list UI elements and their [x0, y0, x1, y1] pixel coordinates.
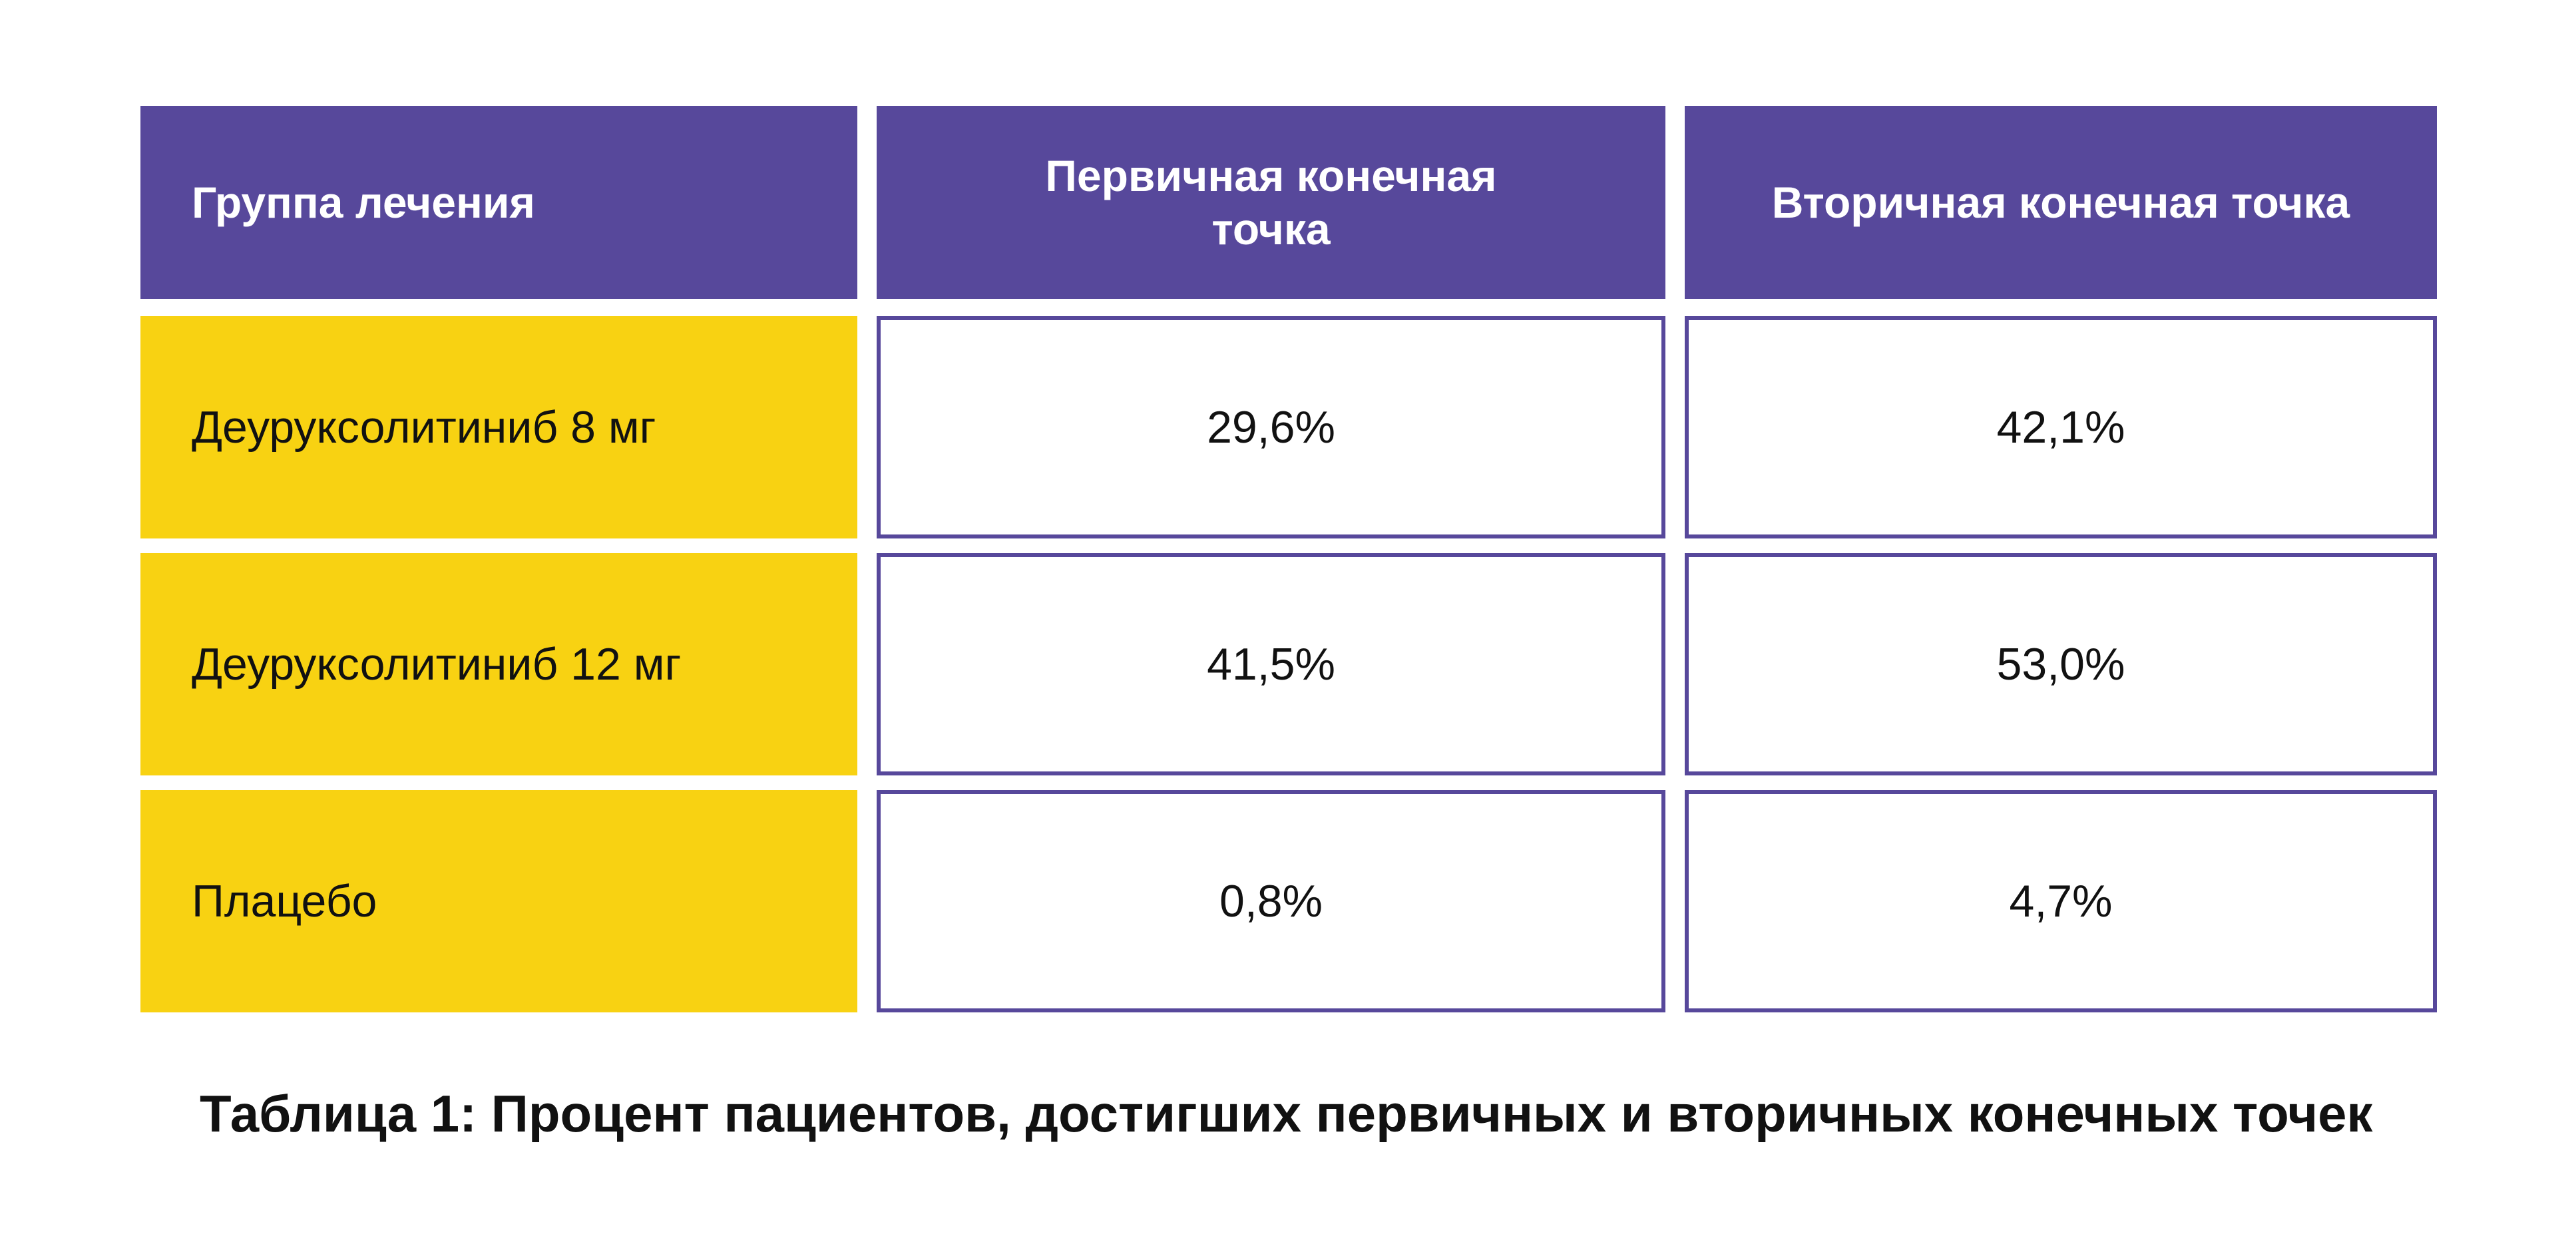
secondary-endpoint-value: 53,0%: [1996, 639, 2125, 690]
primary-endpoint-value: 29,6%: [1207, 402, 1335, 453]
group-label: Плацебо: [192, 876, 377, 927]
secondary-endpoint-cell: 42,1%: [1685, 316, 2437, 538]
primary-endpoint-value: 41,5%: [1207, 639, 1335, 690]
header-cell-group: Группа лечения: [140, 106, 857, 299]
header-label-secondary-endpoint: Вторичная конечная точка: [1771, 178, 2350, 227]
table-header-row: Группа лечения Первичная конечная точка …: [140, 106, 2437, 299]
table-row: Плацебо 0,8% 4,7%: [140, 790, 2437, 1012]
group-label: Деуруксолитиниб 12 мг: [192, 639, 682, 690]
table-caption: Таблица 1: Процент пациентов, достигших …: [200, 1084, 2373, 1143]
group-cell: Плацебо: [140, 790, 857, 1012]
secondary-endpoint-cell: 53,0%: [1685, 553, 2437, 775]
header-cell-primary-endpoint: Первичная конечная точка: [877, 106, 1665, 299]
table-row: Деуруксолитиниб 12 мг 41,5% 53,0%: [140, 553, 2437, 775]
group-cell: Деуруксолитиниб 12 мг: [140, 553, 857, 775]
table-row: Деуруксолитиниб 8 мг 29,6% 42,1%: [140, 316, 2437, 538]
primary-endpoint-value: 0,8%: [1219, 876, 1323, 927]
group-cell: Деуруксолитиниб 8 мг: [140, 316, 857, 538]
secondary-endpoint-cell: 4,7%: [1685, 790, 2437, 1012]
header-label-primary-endpoint: Первичная конечная точка: [1045, 151, 1497, 254]
secondary-endpoint-value: 42,1%: [1996, 402, 2125, 453]
primary-endpoint-cell: 0,8%: [877, 790, 1665, 1012]
secondary-endpoint-value: 4,7%: [2009, 876, 2113, 927]
group-label: Деуруксолитиниб 8 мг: [192, 402, 656, 453]
primary-endpoint-cell: 41,5%: [877, 553, 1665, 775]
primary-endpoint-cell: 29,6%: [877, 316, 1665, 538]
header-label-group: Группа лечения: [192, 178, 535, 227]
results-table: Группа лечения Первичная конечная точка …: [140, 106, 2437, 1012]
header-cell-secondary-endpoint: Вторичная конечная точка: [1685, 106, 2437, 299]
